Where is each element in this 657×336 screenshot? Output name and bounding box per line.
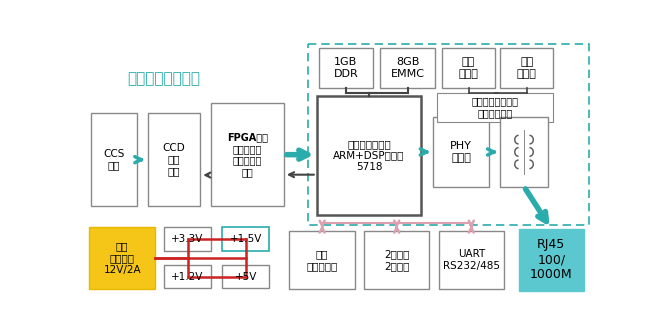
Bar [222,227,269,251]
Bar [437,93,553,122]
Bar [380,48,435,88]
Text: 2路输入
2路输出: 2路输入 2路输出 [384,249,409,271]
Text: +1.5V: +1.5V [229,234,262,244]
Text: FPGA逻辑
时序管理与
图像预处理
模块: FPGA逻辑 时序管理与 图像预处理 模块 [227,132,268,177]
Bar [164,265,212,288]
Text: UART
RS232/485: UART RS232/485 [443,249,500,271]
Text: CCD
成像
模块: CCD 成像 模块 [162,143,185,176]
Bar [364,231,430,289]
Bar [148,114,200,206]
Text: 图形
处理器: 图形 处理器 [459,57,478,79]
Bar [501,48,553,88]
Text: CCS
镜头: CCS 镜头 [103,149,125,170]
Bar [164,227,212,251]
Text: 多核异构高速图像
分析理解模块: 多核异构高速图像 分析理解模块 [472,96,518,118]
Text: PHY
物理层: PHY 物理层 [450,141,472,163]
Text: RJ45
100/
1000M: RJ45 100/ 1000M [530,238,573,281]
Text: +3.3V: +3.3V [171,234,204,244]
Bar [307,44,589,225]
Bar [433,117,489,186]
Text: +5V: +5V [235,272,257,282]
Text: 智能相机系统框图: 智能相机系统框图 [127,71,200,86]
Bar [290,231,355,289]
Bar [501,117,548,186]
Bar [442,48,495,88]
Bar [91,114,137,206]
Text: 外置
频闪灯接口: 外置 频闪灯接口 [307,249,338,271]
Bar [439,231,504,289]
Text: 硬件
编解码: 硬件 编解码 [517,57,537,79]
Bar [89,227,155,289]
Text: 外接
电源接口
12V/2A: 外接 电源接口 12V/2A [103,242,141,275]
Bar [317,96,421,215]
Text: 高性能多核异构
ARM+DSP处理器
5718: 高性能多核异构 ARM+DSP处理器 5718 [333,139,405,172]
Bar [212,103,284,206]
Bar [518,229,584,291]
Text: +1.2V: +1.2V [171,272,204,282]
Text: 1GB
DDR: 1GB DDR [334,57,358,79]
Bar [222,265,269,288]
Text: 8GB
EMMC: 8GB EMMC [391,57,424,79]
Bar [319,48,373,88]
